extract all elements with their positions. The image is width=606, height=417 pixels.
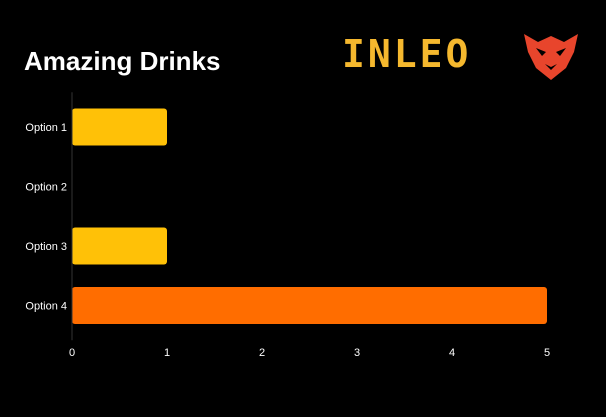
x-tick-label: 5 bbox=[544, 347, 550, 359]
x-tick-label: 3 bbox=[354, 347, 360, 359]
bar-option-4 bbox=[72, 287, 547, 324]
category-label: Option 1 bbox=[25, 122, 67, 134]
category-label: Option 3 bbox=[25, 241, 67, 253]
lion-head-icon bbox=[524, 34, 578, 80]
brand-name: INLEO bbox=[342, 32, 472, 76]
bar-option-1 bbox=[72, 108, 167, 146]
category-label: Option 4 bbox=[25, 301, 67, 313]
x-tick-label: 1 bbox=[164, 347, 170, 359]
x-tick-label: 0 bbox=[69, 347, 75, 359]
x-tick-label: 2 bbox=[259, 347, 265, 359]
bars-layer bbox=[72, 108, 547, 324]
x-tick-label: 4 bbox=[449, 347, 455, 359]
chart-title: Amazing Drinks bbox=[24, 46, 221, 76]
brand-logo: INLEO bbox=[338, 30, 588, 82]
x-tick-labels: 0 1 2 3 4 5 bbox=[69, 347, 550, 359]
category-labels: Option 1 Option 2 Option 3 Option 4 bbox=[25, 122, 67, 313]
category-label: Option 2 bbox=[25, 182, 67, 194]
bar-option-3 bbox=[72, 227, 167, 265]
